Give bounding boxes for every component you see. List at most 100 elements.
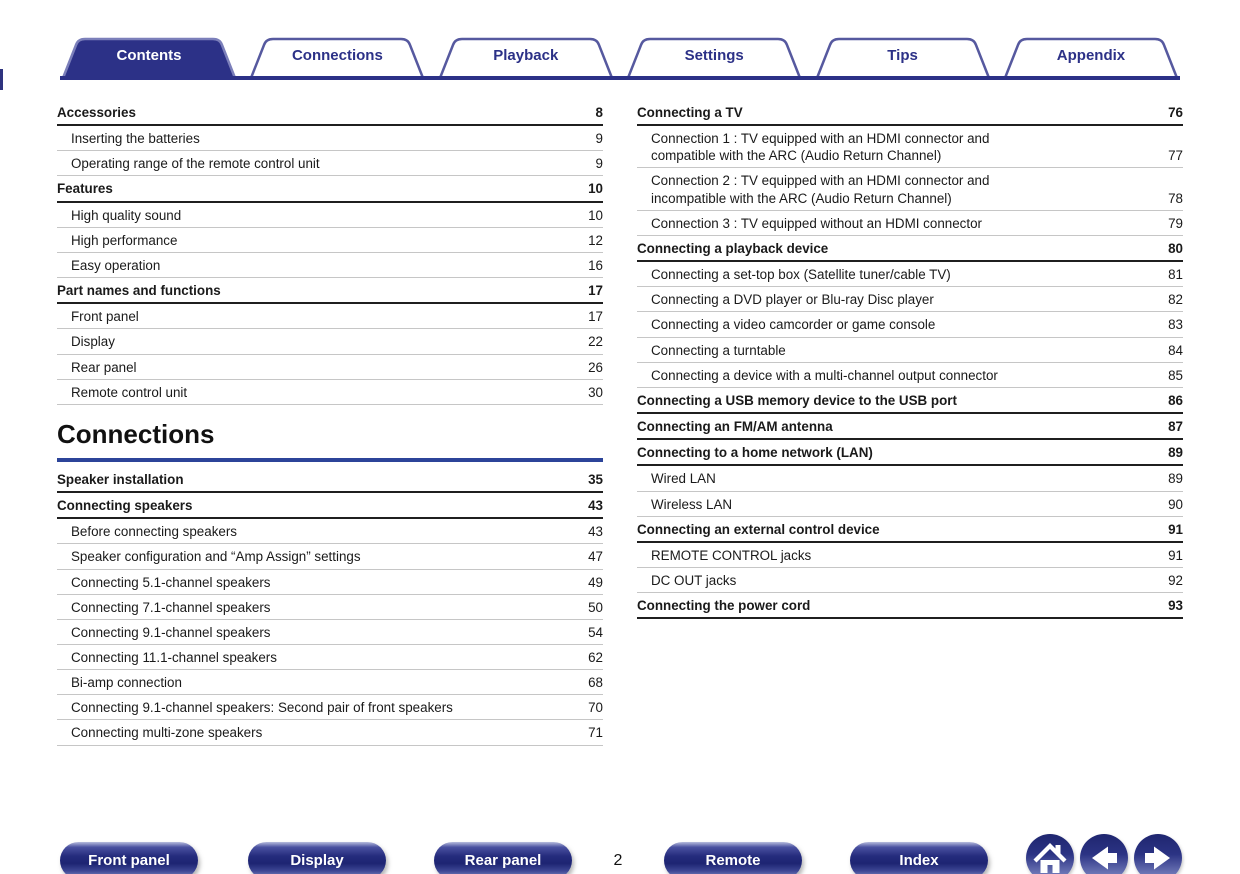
toc-entry-page: 62 — [588, 649, 603, 665]
toc-entry-page: 43 — [588, 498, 603, 514]
toc-entry[interactable]: Front panel 17 — [57, 304, 603, 330]
toc-entry[interactable]: Display 22 — [57, 329, 603, 355]
toc-entry-page: 89 — [1168, 471, 1183, 487]
toc-entry-label: Connection 3 : TV equipped without an HD… — [651, 215, 982, 231]
toc-entry[interactable]: Operating range of the remote control un… — [57, 151, 603, 177]
toc-entry[interactable]: Connecting 9.1-channel speakers 54 — [57, 620, 603, 645]
toc-entry-label: Front panel — [71, 309, 139, 325]
toc-entry[interactable]: Connecting 9.1-channel speakers: Second … — [57, 695, 603, 721]
toc-entry-label: Inserting the batteries — [71, 131, 200, 147]
toc-entry-label: Connecting an external control device — [637, 521, 880, 537]
toc-entry[interactable]: Connecting a turntable 84 — [637, 338, 1183, 363]
toc-entry[interactable]: Before connecting speakers 43 — [57, 519, 603, 545]
toc-entry[interactable]: Bi-amp connection 68 — [57, 670, 603, 696]
toc-entry[interactable]: REMOTE CONTROL jacks 91 — [637, 543, 1183, 568]
toc-entry[interactable]: Connecting 7.1-channel speakers 50 — [57, 595, 603, 620]
toc-entry[interactable]: Speaker installation 35 — [57, 467, 603, 494]
toc-entry[interactable]: Easy operation 16 — [57, 253, 603, 279]
tabbar-underline — [60, 76, 1180, 80]
toc-entry-page: 49 — [588, 574, 603, 590]
toc-entry-page: 90 — [1168, 496, 1183, 512]
tab-contents[interactable]: Contents — [60, 36, 238, 80]
toc-entry-label: Connection 2 : TV equipped with an HDMI … — [651, 173, 990, 206]
toc-entry-label: Connecting a device with a multi-channel… — [651, 367, 998, 383]
toc-entry-label: Connecting a playback device — [637, 240, 829, 256]
toc-entry-page: 89 — [1168, 445, 1183, 461]
table-of-contents: Accessories 8 Inserting the batteries 9 Oper… — [57, 100, 1183, 746]
toc-entry[interactable]: Accessories 8 — [57, 100, 603, 127]
tab-tips[interactable]: Tips — [814, 36, 992, 80]
toc-entry-label: Accessories — [57, 105, 136, 120]
tab-label: Settings — [684, 47, 744, 64]
toc-entry-label: High performance — [71, 232, 178, 248]
previous-page-button[interactable] — [1080, 834, 1128, 874]
toc-entry-label: Display — [71, 334, 115, 350]
toc-entry-page: 10 — [588, 207, 603, 223]
tab-settings[interactable]: Settings — [625, 36, 803, 80]
toc-entry-page: 70 — [588, 700, 603, 716]
toc-entry[interactable]: Connecting to a home network (LAN) 89 — [637, 440, 1183, 467]
toc-entry-label: Connecting a DVD player or Blu-ray Disc … — [651, 292, 934, 308]
tab-playback[interactable]: Playback — [437, 36, 615, 80]
toc-entry-label: Wired LAN — [651, 471, 716, 487]
toc-entry-page: 93 — [1168, 598, 1183, 614]
section-heading-connections: Connections — [57, 405, 603, 462]
toc-entry[interactable]: Connection 2 : TV equipped with an HDMI … — [637, 168, 1183, 211]
next-page-button[interactable] — [1134, 834, 1182, 874]
toc-entry-label: Remote control unit — [71, 384, 188, 400]
toc-entry-page: 43 — [588, 524, 603, 540]
toc-entry-page: 77 — [1168, 148, 1183, 164]
toc-entry[interactable]: Wireless LAN 90 — [637, 492, 1183, 517]
toc-entry[interactable]: High quality sound 10 — [57, 203, 603, 228]
toc-entry-label: DC OUT jacks — [651, 572, 737, 588]
remote-button[interactable]: Remote — [664, 842, 802, 874]
tab-connections[interactable]: Connections — [248, 36, 426, 80]
toc-entry[interactable]: Part names and functions 17 — [57, 278, 603, 305]
toc-entry-label: Connecting to a home network (LAN) — [637, 445, 873, 461]
toc-entry[interactable]: Inserting the batteries 9 — [57, 126, 603, 152]
toc-entry-page: 86 — [1168, 392, 1183, 408]
toc-entry[interactable]: Connecting multi-zone speakers 71 — [57, 720, 603, 746]
toc-entry[interactable]: Features 10 — [57, 176, 603, 203]
toc-entry[interactable]: Connecting speakers 43 — [57, 493, 603, 520]
toc-entry[interactable]: Speaker configuration and “Amp Assign” s… — [57, 544, 603, 570]
toc-entry[interactable]: Wired LAN 89 — [637, 466, 1183, 492]
toc-entry[interactable]: Connecting a video camcorder or game con… — [637, 312, 1183, 338]
toc-entry[interactable]: Connecting a playback device 80 — [637, 236, 1183, 263]
toc-entry[interactable]: Connecting a device with a multi-channel… — [637, 363, 1183, 388]
toc-entry-label: Connecting multi-zone speakers — [71, 725, 263, 741]
toc-entry-label: Connecting 9.1-channel speakers: Second … — [71, 700, 453, 716]
toc-entry-label: Speaker installation — [57, 471, 184, 487]
toc-entry[interactable]: Connecting a TV 76 — [637, 100, 1183, 127]
toc-entry[interactable]: Connecting an external control device 91 — [637, 517, 1183, 543]
rear-panel-button[interactable]: Rear panel — [434, 842, 572, 874]
toc-entry[interactable]: DC OUT jacks 92 — [637, 568, 1183, 594]
toc-entry[interactable]: Connecting 5.1-channel speakers 49 — [57, 570, 603, 595]
toc-entry[interactable]: Connecting an FM/AM antenna 87 — [637, 414, 1183, 441]
home-button[interactable] — [1026, 834, 1074, 874]
toc-entry[interactable]: High performance 12 — [57, 228, 603, 253]
toc-entry[interactable]: Connecting the power cord 93 — [637, 593, 1183, 620]
toc-entry-page: 76 — [1168, 105, 1183, 120]
toc-entry-page: 35 — [588, 471, 603, 487]
tab-label: Tips — [887, 47, 918, 64]
front-panel-button[interactable]: Front panel — [60, 842, 198, 874]
toc-entry[interactable]: Connecting a set-top box (Satellite tune… — [637, 262, 1183, 288]
toc-entry-page: 12 — [588, 232, 603, 248]
toc-entry-page: 91 — [1168, 521, 1183, 537]
index-button[interactable]: Index — [850, 842, 988, 874]
toc-entry[interactable]: Connecting a DVD player or Blu-ray Disc … — [637, 287, 1183, 313]
toc-entry[interactable]: Remote control unit 30 — [57, 380, 603, 405]
toc-entry[interactable]: Rear panel 26 — [57, 355, 603, 380]
page-number: 2 — [613, 852, 623, 869]
tab-appendix[interactable]: Appendix — [1002, 36, 1180, 80]
toc-entry-page: 16 — [588, 257, 603, 273]
display-button[interactable]: Display — [248, 842, 386, 874]
toc-entry[interactable]: Connecting 11.1-channel speakers 62 — [57, 645, 603, 671]
toc-entry[interactable]: Connection 1 : TV equipped with an HDMI … — [637, 126, 1183, 169]
toc-entry-label: Connecting 5.1-channel speakers — [71, 574, 271, 590]
toc-entry-page: 91 — [1168, 547, 1183, 563]
toc-column-left: Accessories 8 Inserting the batteries 9 Oper… — [57, 100, 603, 746]
toc-entry[interactable]: Connecting a USB memory device to the US… — [637, 388, 1183, 415]
toc-entry[interactable]: Connection 3 : TV equipped without an HD… — [637, 211, 1183, 236]
